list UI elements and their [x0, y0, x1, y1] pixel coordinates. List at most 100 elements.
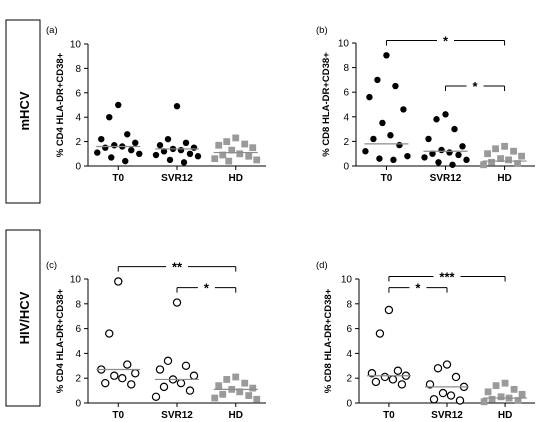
- data-point-open: [159, 382, 169, 392]
- data-point-filled: [190, 144, 198, 151]
- data-point-filled: [392, 82, 399, 90]
- y-tick-label: 4: [346, 349, 352, 360]
- x-tick-label: HD: [229, 410, 243, 421]
- data-point-filled: [128, 146, 135, 154]
- data-point-open: [429, 395, 439, 404]
- data-point-filled: [108, 154, 115, 161]
- y-tick-label: 2: [343, 137, 349, 148]
- data-point-open: [371, 377, 381, 387]
- data-point-square: [518, 152, 525, 160]
- data-point-square: [480, 161, 487, 169]
- x-tick-label: HD: [229, 173, 243, 184]
- data-point-filled: [98, 135, 105, 143]
- data-point-filled: [122, 157, 129, 165]
- data-point-square: [232, 373, 240, 381]
- data-point-open: [367, 369, 377, 378]
- data-point-square: [518, 390, 526, 398]
- data-point-filled: [374, 76, 381, 84]
- data-point-open: [118, 374, 127, 383]
- data-point-filled: [102, 144, 109, 151]
- data-point-open: [163, 356, 173, 366]
- sig-label: *: [415, 281, 421, 296]
- data-point-open: [110, 371, 119, 380]
- data-point-filled: [106, 114, 113, 121]
- panel-b: (b) % CD8 HLA-DR+CD38+ 0 2 4 6 8 10 T0 SVR12 HD * *: [316, 25, 535, 184]
- data-point-square: [484, 150, 491, 158]
- data-point-square: [514, 160, 521, 167]
- data-point-square: [245, 152, 253, 160]
- data-point-filled: [421, 154, 428, 161]
- y-tick-label: 10: [338, 39, 350, 50]
- data-point-square: [236, 388, 244, 396]
- data-point-square: [219, 151, 227, 159]
- data-point-filled: [164, 135, 172, 143]
- group-label-bottom: HIV/HCV: [17, 291, 32, 344]
- data-point-open: [375, 329, 385, 338]
- data-point-filled: [438, 146, 445, 154]
- data-point-filled: [136, 150, 143, 157]
- y-tick-label: 8: [75, 64, 81, 75]
- data-point-filled: [180, 159, 188, 166]
- data-point-filled: [433, 116, 440, 123]
- y-axis-label: % CD4 HLA-DR+CD38+: [55, 288, 66, 393]
- data-point-square: [225, 157, 233, 165]
- data-point-filled: [383, 52, 390, 59]
- data-point-square: [236, 150, 244, 158]
- data-point-filled: [455, 151, 462, 159]
- data-point-square: [228, 146, 236, 154]
- data-point-filled: [173, 103, 181, 110]
- sig-label: *: [443, 34, 449, 49]
- data-point-filled: [156, 142, 164, 149]
- data-point-filled: [194, 153, 202, 160]
- x-tick-label: T0: [381, 173, 393, 184]
- x-tick-label: T0: [383, 410, 395, 421]
- y-tick-label: 4: [75, 113, 81, 124]
- data-point-square: [211, 155, 219, 163]
- data-point-filled: [370, 135, 377, 143]
- y-axis-label: % CD8 HLA-DR+CD38+: [321, 52, 332, 157]
- data-point-square: [488, 395, 496, 403]
- data-point-filled: [459, 143, 466, 150]
- x-tick-label: SVR12: [161, 173, 193, 184]
- y-tick-label: 2: [75, 137, 81, 148]
- x-tick-label: HD: [497, 173, 511, 184]
- x-tick-label: HD: [498, 410, 512, 421]
- data-point-filled: [449, 161, 456, 168]
- data-point-filled: [463, 156, 470, 164]
- data-point-open: [189, 371, 199, 380]
- group-box-top: mHCV: [5, 19, 41, 204]
- data-point-open: [105, 329, 114, 338]
- data-point-open: [127, 380, 136, 389]
- y-tick-label: 2: [346, 374, 352, 385]
- data-point-open: [451, 372, 461, 382]
- data-point-filled: [362, 148, 369, 155]
- data-point-square: [497, 155, 504, 163]
- data-point-filled: [451, 125, 458, 133]
- y-tick-label: 10: [70, 40, 82, 51]
- data-point-square: [492, 145, 499, 153]
- data-point-square: [249, 144, 257, 152]
- sig-label: **: [172, 260, 183, 275]
- data-point-square: [241, 379, 249, 387]
- data-point-filled: [379, 119, 386, 127]
- data-point-open: [185, 386, 195, 395]
- y-tick-label: 6: [75, 324, 81, 335]
- data-point-open: [114, 277, 123, 286]
- data-point-square: [510, 385, 518, 393]
- data-point-open: [397, 380, 407, 389]
- y-tick-label: 8: [343, 63, 349, 74]
- data-point-filled: [429, 150, 436, 157]
- data-point-square: [219, 390, 227, 398]
- data-point-square: [223, 376, 231, 383]
- y-tick-label: 0: [343, 162, 349, 173]
- data-point-filled: [435, 159, 442, 166]
- data-point-square: [245, 392, 253, 399]
- data-point-open: [446, 391, 456, 400]
- data-point-square: [492, 382, 500, 390]
- data-point-filled: [442, 111, 449, 118]
- data-point-square: [253, 395, 261, 403]
- data-point-open: [433, 364, 443, 373]
- data-point-open: [438, 388, 448, 398]
